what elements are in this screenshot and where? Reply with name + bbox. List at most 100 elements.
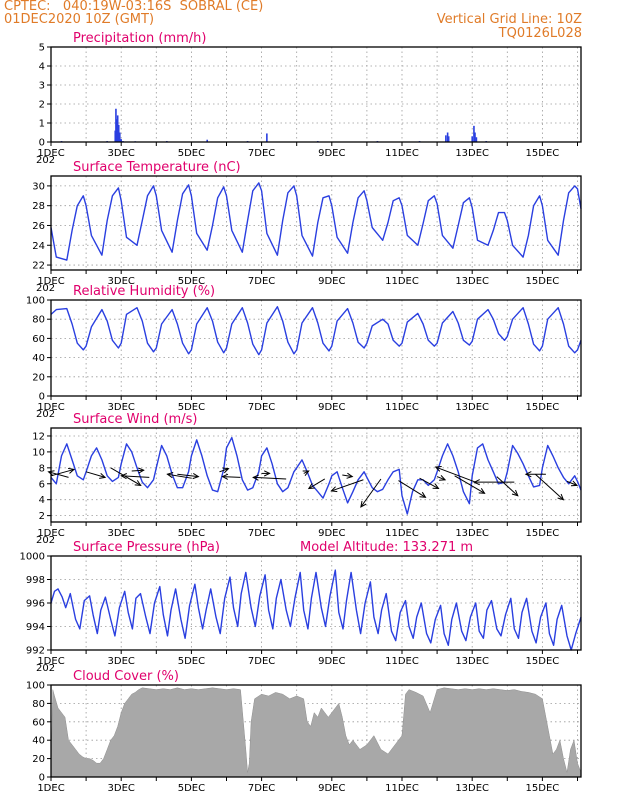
wind-arrow <box>342 474 353 478</box>
pres-title: Surface Pressure (hPa) <box>73 540 220 555</box>
rh-ytick-label: 0 <box>39 392 45 403</box>
wind-arrowhead <box>138 467 145 474</box>
cloud-ytick-label: 40 <box>32 736 45 747</box>
wind-arrowhead <box>360 500 367 508</box>
wind-arrowhead <box>307 483 315 490</box>
wind-arrow <box>219 468 229 473</box>
wind-arrow <box>177 473 199 478</box>
pres-year-label: 202 <box>36 663 55 674</box>
temp-xtick-label: 9DEC <box>318 276 345 287</box>
cloud-ytick-label: 0 <box>39 773 45 784</box>
cloud-ytick-label: 20 <box>32 754 45 765</box>
header-station-info: CPTEC: 040:19W-03:16S SOBRAL (CE) <box>4 0 264 14</box>
wind-xtick-label: 13DEC <box>455 528 489 539</box>
rh-ytick-label: 80 <box>32 315 45 326</box>
wind-arrow <box>48 471 69 478</box>
temp-xtick-label: 15DEC <box>526 276 560 287</box>
cloud-xtick-label: 11DEC <box>385 783 419 794</box>
pres-xtick-label: 7DEC <box>248 656 275 667</box>
precip-xtick-label: 5DEC <box>178 148 205 159</box>
wind-arrowhead <box>192 472 200 480</box>
pres-xtick-label: 3DEC <box>108 656 135 667</box>
wind-arrow <box>419 477 439 489</box>
wind-arrowhead <box>557 493 565 501</box>
precip-bar <box>473 125 475 142</box>
wind-arrowhead <box>222 467 230 474</box>
cloud-frame <box>50 684 582 778</box>
rh-line <box>50 306 582 356</box>
precip-bar <box>266 133 268 142</box>
precip-bar <box>117 124 120 142</box>
pres-xtick-label: 15DEC <box>526 656 560 667</box>
precip-xtick-label: 11DEC <box>385 148 419 159</box>
wind-arrow <box>436 476 446 481</box>
wind-arrowhead <box>263 470 271 477</box>
cloud-title: Cloud Cover (%) <box>73 669 179 684</box>
precip-ytick-label: 1 <box>39 119 45 130</box>
precip-ytick-label: 4 <box>39 62 45 73</box>
temp-xtick-label: 3DEC <box>108 276 135 287</box>
precip-bar <box>474 132 476 142</box>
precip-xtick-label: 1DEC <box>37 148 64 159</box>
precip-bar <box>471 136 473 142</box>
wind-arrowhead <box>134 480 142 486</box>
wind-arrow <box>360 478 382 508</box>
rh-ytick-label: 40 <box>32 353 45 364</box>
rh-ytick-label: 20 <box>32 372 45 383</box>
pres-ytick-label: 1000 <box>20 552 45 563</box>
wind-arrowhead <box>434 466 442 472</box>
wind-arrow <box>496 476 519 497</box>
wind-title: Surface Wind (m/s) <box>73 412 197 427</box>
rh-ytick-label: 60 <box>32 334 45 345</box>
rh-ytick-label: 100 <box>26 296 45 307</box>
pres-ytick-label: 996 <box>26 599 45 610</box>
cloud-xtick-label: 7DEC <box>248 783 275 794</box>
wind-xtick-label: 5DEC <box>178 528 205 539</box>
wind-arrow <box>253 476 287 480</box>
precip-bar <box>115 108 117 142</box>
precip-panel <box>47 46 582 146</box>
wind-arrowhead <box>524 471 532 478</box>
precip-bar <box>445 135 447 142</box>
cloud-xtick-label: 13DEC <box>455 783 489 794</box>
temp-panel <box>47 175 582 274</box>
cloud-ytick-label: 100 <box>26 681 45 692</box>
wind-arrowhead <box>432 483 440 490</box>
wind-arrowhead <box>221 473 229 480</box>
precip-ytick-label: 0 <box>39 138 45 149</box>
precip-bar <box>120 139 122 142</box>
pres-xtick-label: 13DEC <box>455 656 489 667</box>
precip-title: Precipitation (mm/h) <box>73 31 206 46</box>
temp-ytick-label: 30 <box>32 181 45 192</box>
wind-arrowhead <box>120 473 127 480</box>
wind-arrowhead <box>473 479 480 486</box>
wind-ytick-label: 10 <box>32 447 45 458</box>
wind-arrow <box>50 468 75 477</box>
wind-arrowhead <box>99 473 107 479</box>
wind-arrow <box>131 469 144 472</box>
wind-arrow <box>398 480 426 498</box>
temp-ytick-label: 24 <box>32 241 45 252</box>
wind-xtick-label: 9DEC <box>318 528 345 539</box>
wind-ytick-label: 8 <box>39 463 45 474</box>
rh-title: Relative Humidity (%) <box>73 284 215 299</box>
wind-arrow <box>566 480 578 486</box>
pres-line <box>50 569 582 651</box>
precip-bar <box>475 137 478 142</box>
precip-ytick-label: 5 <box>39 43 45 54</box>
wind-arrow <box>167 473 192 479</box>
cloud-cover-area <box>50 687 582 778</box>
wind-arrowhead <box>166 472 174 479</box>
wind-panel <box>47 427 582 526</box>
precip-bar <box>116 115 119 142</box>
wind-xtick-label: 3DEC <box>108 528 135 539</box>
cloud-panel <box>47 684 582 781</box>
cloud-xtick-label: 15DEC <box>526 783 560 794</box>
wind-frame <box>50 427 582 523</box>
wind-xtick-label: 7DEC <box>248 528 275 539</box>
cloud-ytick-label: 60 <box>32 717 45 728</box>
wind-arrowhead <box>68 467 76 474</box>
cloud-xtick-label: 9DEC <box>318 783 345 794</box>
cloud-xtick-label: 1DEC <box>37 783 64 794</box>
